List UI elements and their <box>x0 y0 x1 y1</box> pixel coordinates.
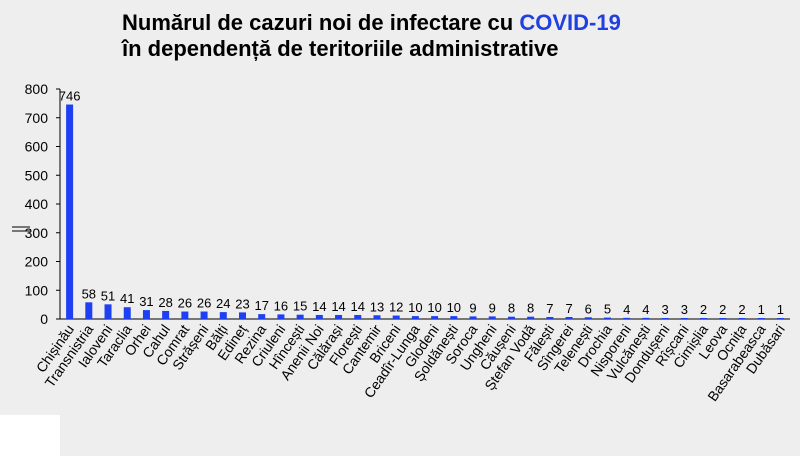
bar <box>335 314 343 319</box>
bar <box>123 307 131 319</box>
chart-title-line2: în dependență de teritoriile administrat… <box>122 36 559 61</box>
value-label: 1 <box>758 302 765 317</box>
bar <box>296 314 304 319</box>
value-label: 746 <box>59 89 81 104</box>
value-label: 10 <box>447 300 461 315</box>
chart-title-line1: Numărul de cazuri noi de infectare cu CO… <box>122 10 621 36</box>
bar <box>431 316 439 319</box>
bar <box>277 314 285 319</box>
value-label: 10 <box>427 300 441 315</box>
bar <box>142 310 150 319</box>
value-label: 14 <box>331 299 345 314</box>
value-label: 4 <box>642 302 649 317</box>
bar <box>219 312 227 319</box>
y-tick-label: 300 <box>25 225 49 241</box>
value-label: 15 <box>293 299 307 314</box>
bar <box>200 311 208 319</box>
value-label: 17 <box>254 298 268 313</box>
bar <box>661 318 669 319</box>
bar <box>239 312 246 319</box>
bars <box>66 104 784 320</box>
bar <box>565 316 573 319</box>
value-label: 8 <box>527 301 534 316</box>
value-label: 4 <box>623 302 630 317</box>
value-label: 41 <box>120 291 134 306</box>
bar <box>392 315 400 319</box>
value-label: 26 <box>197 296 211 311</box>
bar <box>719 318 727 319</box>
value-label: 9 <box>469 300 476 315</box>
bar <box>507 316 515 319</box>
bar <box>85 302 93 319</box>
value-label: 6 <box>585 301 592 316</box>
value-label: 3 <box>681 302 688 317</box>
value-label: 24 <box>216 296 230 311</box>
value-label: 3 <box>662 302 669 317</box>
y-tick-label: 200 <box>25 254 49 270</box>
bar <box>680 318 688 319</box>
value-label: 58 <box>82 286 96 301</box>
bar <box>584 317 592 319</box>
title-text: Numărul de cazuri noi de infectare cu <box>122 10 520 35</box>
value-label: 9 <box>489 300 496 315</box>
value-label: 8 <box>508 301 515 316</box>
bar <box>411 316 419 319</box>
value-label: 7 <box>546 301 553 316</box>
value-label: 28 <box>158 295 172 310</box>
y-tick-label: 400 <box>25 196 49 212</box>
value-label: 14 <box>312 299 326 314</box>
bar <box>315 314 323 319</box>
y-tick-label: 700 <box>25 110 49 126</box>
value-label: 51 <box>101 288 115 303</box>
value-label: 26 <box>178 296 192 311</box>
category-labels: ChișinăuTransnistriaIaloveniTaracliaOrhe… <box>33 321 788 404</box>
value-label: 1 <box>777 302 784 317</box>
bar <box>642 317 650 319</box>
bar <box>104 304 112 319</box>
value-label: 7 <box>565 301 572 316</box>
bar <box>738 318 746 319</box>
background-corner <box>0 415 60 456</box>
y-tick-label: 500 <box>25 167 49 183</box>
y-tick-label: 800 <box>25 81 49 97</box>
bar <box>623 317 631 319</box>
bar <box>162 310 170 319</box>
title-accent: COVID-19 <box>519 10 621 35</box>
bar <box>373 315 381 319</box>
bar <box>66 104 74 320</box>
value-label: 12 <box>389 300 403 315</box>
bar <box>757 318 765 319</box>
bar <box>354 314 362 319</box>
y-tick-label: 600 <box>25 139 49 155</box>
bar <box>700 318 708 319</box>
bar <box>181 311 189 319</box>
value-label: 16 <box>274 298 288 313</box>
value-label: 14 <box>351 299 365 314</box>
value-label: 13 <box>370 299 384 314</box>
value-label: 23 <box>235 296 249 311</box>
bar <box>776 318 784 319</box>
value-label: 2 <box>719 302 726 317</box>
bar <box>488 316 496 319</box>
value-label: 2 <box>738 302 745 317</box>
bar <box>469 316 477 319</box>
bar <box>546 316 554 319</box>
bar <box>258 314 266 319</box>
bar <box>604 317 611 319</box>
y-tick-label: 0 <box>40 311 48 327</box>
value-label: 5 <box>604 302 611 317</box>
y-tick-label: 100 <box>25 282 49 298</box>
y-axis: 0 100 200 300 400 500 600 700 800 <box>12 81 790 327</box>
bar <box>527 316 535 319</box>
value-label: 2 <box>700 302 707 317</box>
bar <box>450 316 458 319</box>
value-label: 10 <box>408 300 422 315</box>
value-label: 31 <box>139 294 153 309</box>
